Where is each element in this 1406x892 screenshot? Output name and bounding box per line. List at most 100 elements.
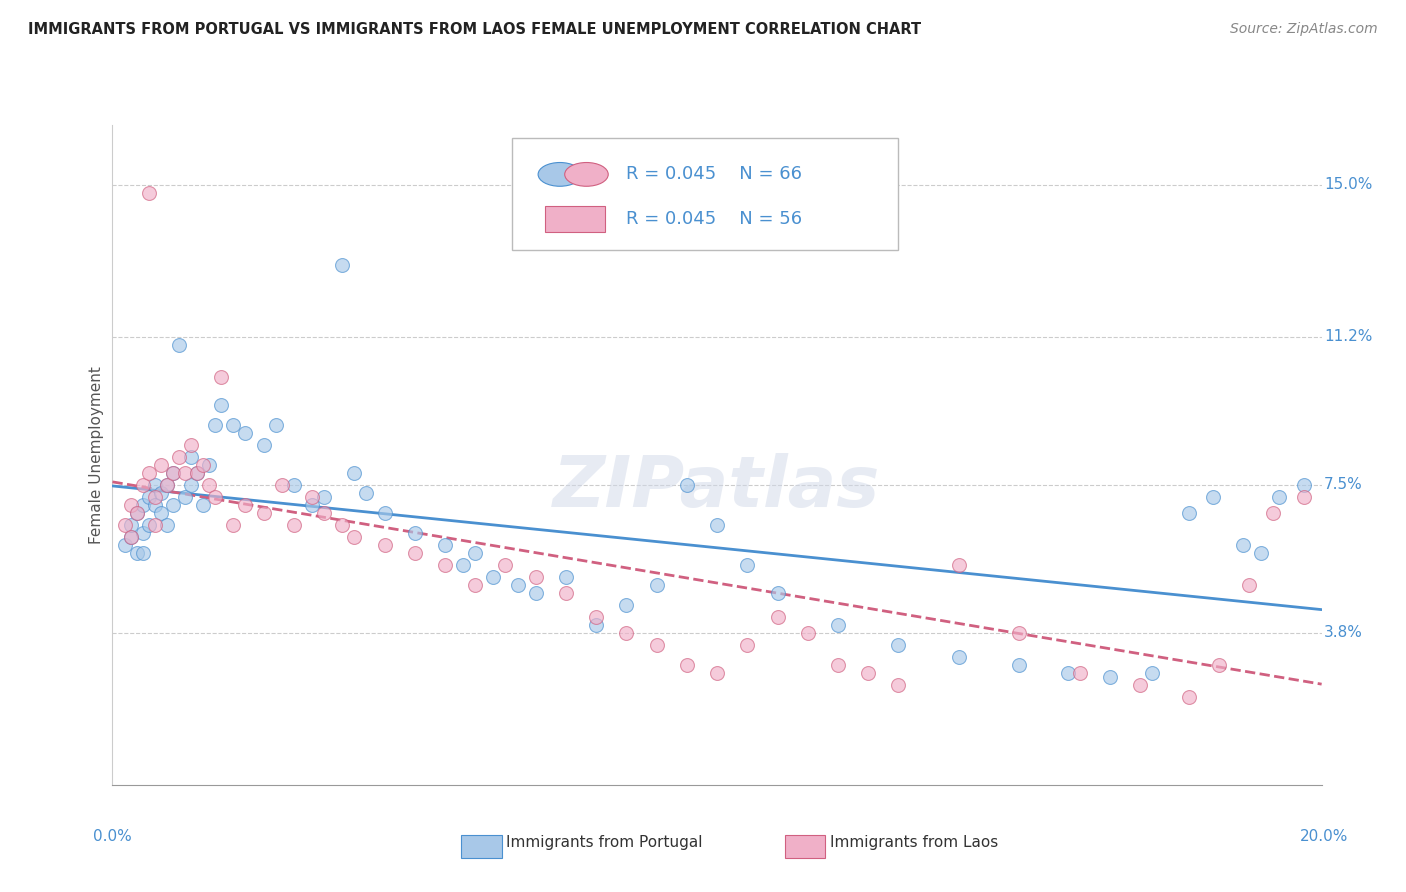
Point [120,498,142,512]
Point [143,490,166,504]
Point [138,517,160,532]
Point [143,478,166,492]
Point [222,517,245,532]
Point [433,538,456,552]
Point [1250,546,1272,560]
Point [766,586,789,600]
FancyBboxPatch shape [546,206,605,232]
Point [235,498,257,512]
Point [283,517,305,532]
Point [174,466,197,480]
Point [404,546,426,560]
Point [856,665,880,680]
Point [198,478,221,492]
Point [138,186,160,200]
Point [180,478,202,492]
Point [149,486,172,500]
Point [270,478,292,492]
Point [827,618,849,632]
Point [464,578,486,592]
Point [1098,670,1121,684]
Point [162,466,184,480]
Point [1129,678,1152,692]
Text: 11.2%: 11.2% [1324,329,1372,344]
Text: 7.5%: 7.5% [1324,477,1362,492]
Point [645,578,668,592]
Point [191,458,214,472]
Text: Immigrants from Portugal: Immigrants from Portugal [506,836,703,850]
Point [433,558,456,572]
Point [120,517,142,532]
Point [675,478,697,492]
Point [314,490,336,504]
Circle shape [538,162,582,186]
Point [314,506,336,520]
Point [132,525,155,540]
Point [554,570,576,584]
Point [645,638,668,652]
Point [283,478,305,492]
Circle shape [565,162,609,186]
Text: R = 0.045    N = 56: R = 0.045 N = 56 [626,210,803,228]
Point [1268,490,1291,504]
Point [301,498,323,512]
Point [186,466,208,480]
Point [1008,626,1031,640]
Point [464,546,486,560]
Point [253,506,276,520]
Point [616,626,638,640]
Point [737,638,759,652]
Point [149,506,172,520]
Point [1237,578,1260,592]
Point [198,458,221,472]
Point [222,417,245,432]
Point [125,546,148,560]
Point [114,517,136,532]
Text: Immigrants from Laos: Immigrants from Laos [830,836,998,850]
Point [1202,490,1225,504]
Point [1292,478,1315,492]
Point [132,498,155,512]
Point [827,657,849,672]
Text: Source: ZipAtlas.com: Source: ZipAtlas.com [1230,22,1378,37]
Point [506,578,529,592]
Point [451,558,474,572]
Point [209,370,232,384]
Point [1292,490,1315,504]
Point [1177,690,1199,704]
Point [585,610,607,624]
Point [585,618,607,632]
Point [204,490,226,504]
Point [120,530,142,544]
Point [343,530,366,544]
Text: 3.8%: 3.8% [1324,625,1362,640]
Point [180,438,202,452]
Point [138,466,160,480]
Point [132,546,155,560]
Text: ZIPatlas: ZIPatlas [554,453,880,523]
Point [209,398,232,412]
Text: 20.0%: 20.0% [1301,830,1348,844]
Point [495,558,517,572]
Point [264,417,287,432]
Point [1263,506,1285,520]
Point [330,517,353,532]
Point [706,665,728,680]
Point [204,417,226,432]
Point [887,678,910,692]
Point [1069,665,1091,680]
Point [174,490,197,504]
Point [404,525,426,540]
Point [180,450,202,464]
FancyBboxPatch shape [512,138,898,251]
Point [706,517,728,532]
Point [114,538,136,552]
Text: IMMIGRANTS FROM PORTUGAL VS IMMIGRANTS FROM LAOS FEMALE UNEMPLOYMENT CORRELATION: IMMIGRANTS FROM PORTUGAL VS IMMIGRANTS F… [28,22,921,37]
Point [120,530,142,544]
Point [374,506,396,520]
Point [1056,665,1078,680]
Point [330,258,353,272]
Point [524,570,547,584]
Point [143,498,166,512]
Point [1142,665,1164,680]
